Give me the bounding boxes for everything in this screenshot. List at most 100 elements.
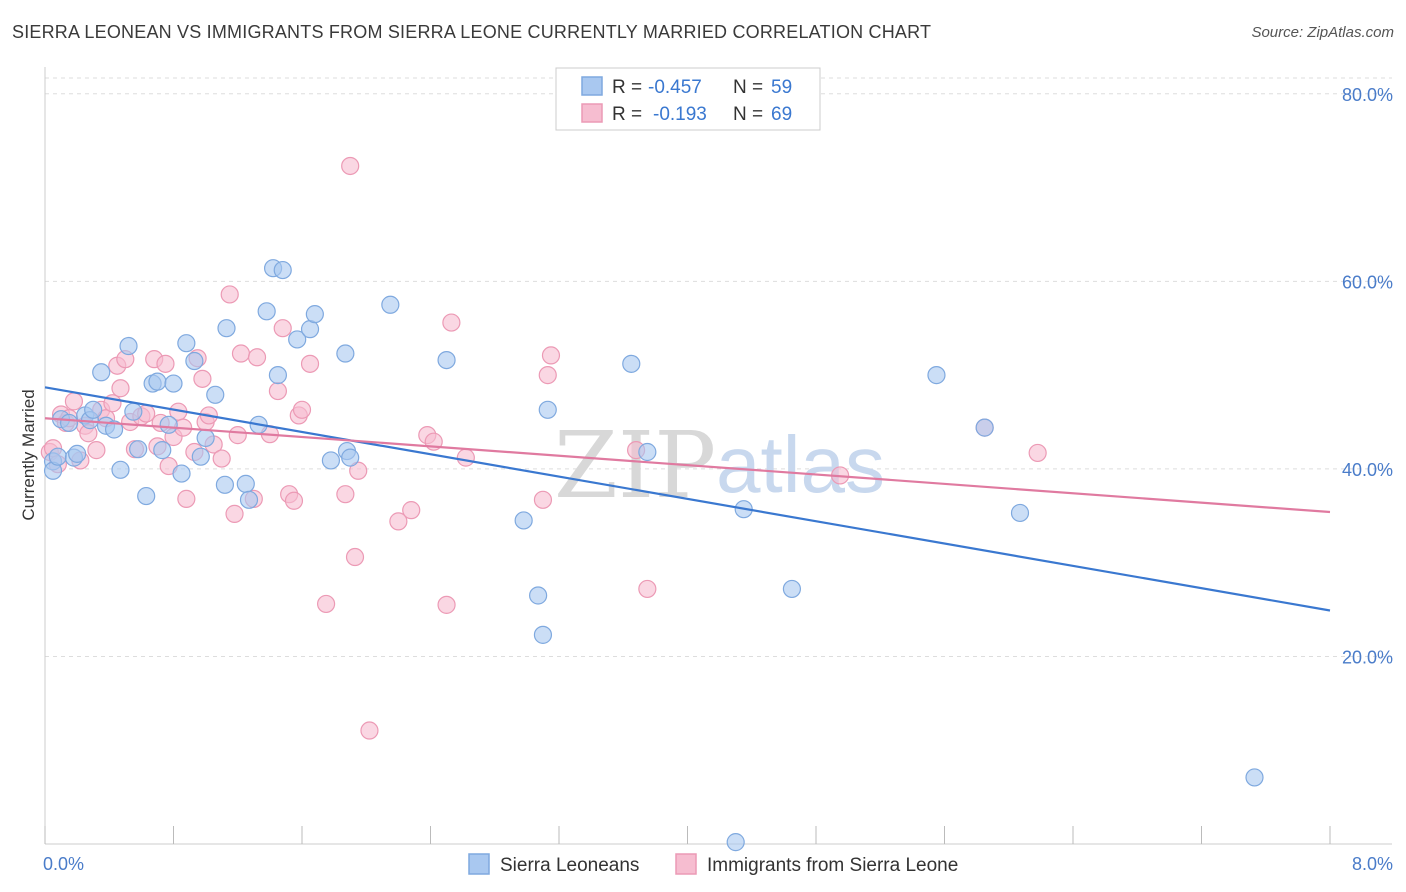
series-sierra-leoneans-points <box>43 259 1264 852</box>
immigrants-point <box>316 594 336 614</box>
immigrants-point <box>300 354 320 373</box>
immigrants-point <box>538 365 557 385</box>
sierra-leoneans-point <box>159 415 178 434</box>
immigrants-point <box>247 348 267 367</box>
sierra-leoneans-point <box>92 363 111 382</box>
immigrants-point <box>292 400 312 419</box>
immigrants-point <box>228 426 247 445</box>
sierra-leoneans-point <box>514 511 533 530</box>
sierra-leoneans-point <box>191 447 210 466</box>
sierra-leoneans-point <box>300 320 320 339</box>
watermark: ZIP atlas <box>554 412 885 519</box>
sierra-leoneans-point <box>538 400 557 419</box>
sierra-leoneans-point <box>59 413 79 433</box>
sierra-leoneans-point <box>1010 503 1030 523</box>
chart-source: Source: ZipAtlas.com <box>1251 24 1394 41</box>
sierra-leoneans-point <box>129 440 148 459</box>
immigrants-point <box>177 489 196 508</box>
y-tick-label: 80.0% <box>1342 85 1393 105</box>
sierra-leoneans-point <box>185 351 204 371</box>
immigrants-point <box>541 346 561 365</box>
sierra-leoneans-point <box>268 365 288 385</box>
sierra-leoneans-point <box>305 305 324 324</box>
sierra-leoneans-point <box>124 402 143 421</box>
immigrants-point <box>360 721 379 740</box>
immigrants-point <box>638 579 657 599</box>
legend-n-value-2: 69 <box>771 104 792 125</box>
sierra-leoneans-point <box>341 448 360 467</box>
legend-r-label-1: R = <box>612 77 642 98</box>
x-tick-label: 0.0% <box>43 854 84 874</box>
immigrants-point <box>349 461 368 480</box>
sierra-leoneans-trend-line <box>44 386 1331 612</box>
sierra-leoneans-point <box>104 420 124 439</box>
immigrants-point <box>111 379 130 398</box>
sierra-leoneans-point <box>533 625 553 644</box>
watermark-atlas: atlas <box>716 420 885 509</box>
correlation-legend: R = -0.457 N = 59 R = -0.193 N = 69 <box>555 67 821 131</box>
y-tick-labels: 20.0% 40.0% 60.0% 80.0% <box>1342 85 1393 668</box>
x-tick-labels: 0.0% 8.0% <box>43 854 1393 874</box>
sierra-leoneans-point <box>782 579 802 599</box>
y-axis-label: Currently Married <box>19 389 38 520</box>
series-immigrants-points <box>40 156 1047 740</box>
sierra-leoneans-point <box>111 460 130 479</box>
sierra-leoneans-point <box>217 319 236 338</box>
immigrants-trend-line <box>44 417 1331 514</box>
immigrants-point <box>533 490 553 509</box>
immigrants-point <box>212 449 231 468</box>
immigrants-point <box>389 512 408 531</box>
legend-swatch-blue <box>581 76 603 96</box>
immigrants-point <box>336 485 355 504</box>
immigrants-point <box>284 491 304 510</box>
immigrants-point <box>225 504 244 523</box>
immigrants-point <box>156 354 175 373</box>
sierra-leoneans-point <box>177 334 196 353</box>
sierra-leoneans-point <box>257 302 276 321</box>
immigrants-point <box>220 285 239 304</box>
sierra-leoneans-point <box>137 486 156 506</box>
gridlines <box>45 77 1392 657</box>
legend-n-value-1: 59 <box>771 77 792 98</box>
sierra-leoneans-point <box>153 441 172 460</box>
immigrants-point <box>437 595 456 614</box>
legend-swatch-pink <box>581 103 603 123</box>
sierra-leoneans-point <box>726 833 745 852</box>
legend-n-label-1: N = <box>733 77 763 98</box>
sierra-leoneans-point <box>164 374 183 393</box>
sierra-leoneans-point <box>336 344 355 363</box>
trend-lines <box>44 386 1331 612</box>
sierra-leoneans-point <box>975 418 994 437</box>
y-tick-label: 40.0% <box>1342 460 1393 480</box>
bottom-legend-swatch-blue <box>468 853 490 875</box>
bottom-legend-label-pink: Immigrants from Sierra Leone <box>707 855 958 876</box>
x-tick-label: 8.0% <box>1352 854 1393 874</box>
sierra-leoneans-point <box>381 295 400 314</box>
sierra-leoneans-point <box>84 400 103 419</box>
series-legend: Sierra Leoneans Immigrants from Sierra L… <box>468 853 958 876</box>
sierra-leoneans-point <box>273 260 292 280</box>
sierra-leoneans-point <box>68 444 87 463</box>
sierra-leoneans-point <box>148 372 167 391</box>
sierra-leoneans-point <box>215 475 234 494</box>
immigrants-point <box>87 441 106 460</box>
sierra-leoneans-point <box>638 442 657 462</box>
bottom-legend-label-blue: Sierra Leoneans <box>500 855 639 876</box>
sierra-leoneans-point <box>288 330 307 349</box>
sierra-leoneans-point <box>206 385 225 404</box>
sierra-leoneans-point <box>529 586 548 605</box>
immigrants-point <box>193 369 212 388</box>
legend-r-value-2: -0.193 <box>653 104 707 125</box>
immigrants-point <box>1028 443 1047 463</box>
immigrants-point <box>456 448 475 467</box>
chart-title: SIERRA LEONEAN VS IMMIGRANTS FROM SIERRA… <box>12 22 932 42</box>
immigrants-point <box>341 156 360 176</box>
sierra-leoneans-point <box>622 354 641 373</box>
immigrants-point <box>442 313 461 332</box>
immigrants-point <box>273 319 292 338</box>
legend-r-label-2: R = <box>612 104 642 125</box>
bottom-legend-swatch-pink <box>675 853 697 875</box>
immigrants-point <box>64 392 84 411</box>
sierra-leoneans-point <box>196 428 215 448</box>
